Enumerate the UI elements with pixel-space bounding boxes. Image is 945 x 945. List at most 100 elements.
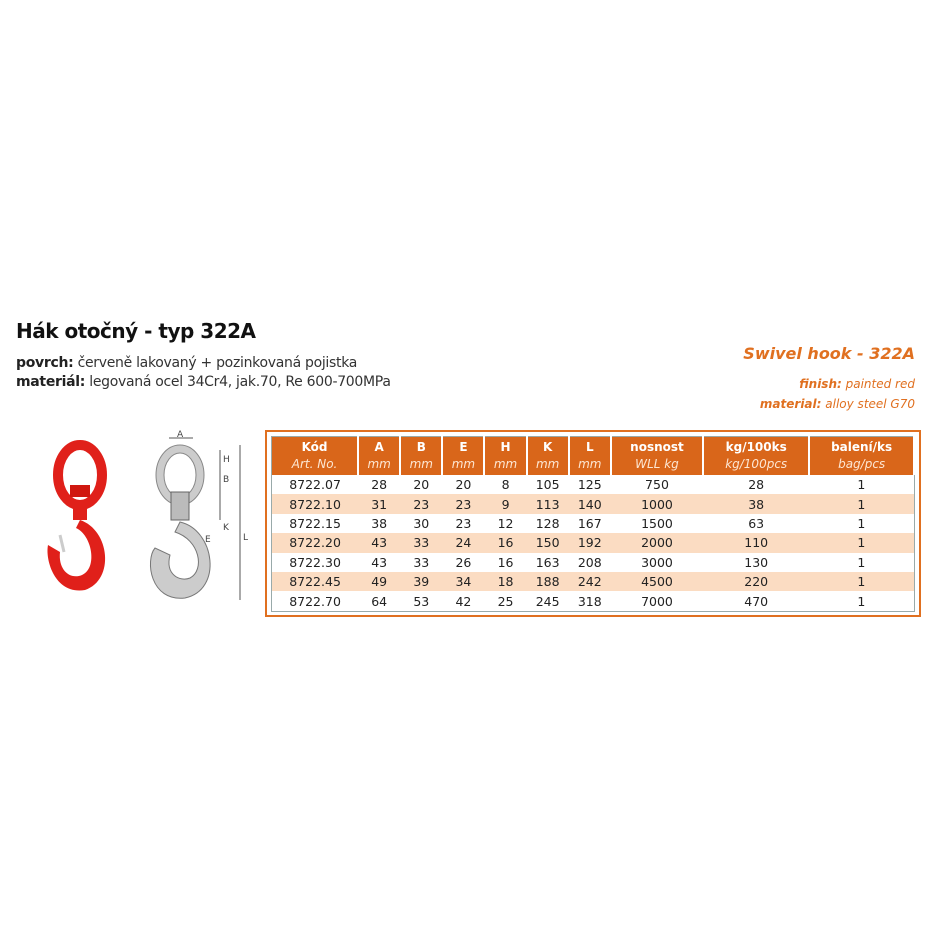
- table-cell: 38: [703, 494, 810, 514]
- table-cell: 1: [809, 494, 914, 514]
- table-cell: 24: [442, 533, 485, 553]
- table-cell: 23: [400, 494, 443, 514]
- column-header: nosnost WLL kg: [610, 436, 705, 475]
- table-cell: 30: [413, 515, 430, 531]
- table-cell: 167: [577, 515, 602, 531]
- table-cell: 208: [577, 554, 602, 570]
- spec-material: materiál: legovaná ocel 34Cr4, jak.70, R…: [16, 374, 391, 390]
- table-cell: 43: [358, 533, 401, 553]
- table-cell: 1: [809, 533, 914, 553]
- dim-label-k: K: [223, 523, 230, 533]
- dim-label-l: L: [243, 533, 248, 543]
- table-cell: 245: [535, 593, 560, 609]
- table-cell: 113: [526, 494, 569, 514]
- table-cell: 39: [400, 571, 443, 592]
- table-cell: 220: [703, 571, 810, 592]
- table-cell: 8: [501, 477, 510, 493]
- table-cell: 1500: [641, 515, 673, 531]
- table-cell: 8722.30: [289, 554, 341, 570]
- table-cell: 163: [535, 554, 560, 570]
- table-cell: 20: [455, 477, 472, 493]
- table-cell: 28: [748, 477, 765, 493]
- spec-finish: povrch: červeně lakovaný + pozinkovaná p…: [16, 355, 358, 371]
- table-row: 8722.10 31 23 23 9 113 140 1000 38 1: [271, 494, 914, 514]
- table-row: 8722.15 38 30 23 12 128 167 1500 63 1: [272, 514, 915, 533]
- table-cell: 188: [526, 571, 569, 592]
- column-header: kg/100ks kg/100pcs: [703, 436, 811, 475]
- column-header: Kód Art. No.: [271, 436, 360, 475]
- table-cell: 42: [455, 593, 472, 609]
- table-cell: 130: [744, 554, 769, 570]
- dim-label-e: E: [205, 535, 211, 545]
- table-cell: 31: [358, 494, 401, 514]
- table-cell: 53: [413, 593, 430, 609]
- table-cell: 2000: [610, 533, 704, 553]
- table-cell: 43: [371, 554, 388, 570]
- table-row: 8722.20 43 33 24 16 150 192 2000 110 1: [271, 533, 914, 553]
- table-row: 8722.70 64 53 42 25 245 318 7000 470 1: [272, 591, 915, 611]
- table-cell: 242: [568, 571, 611, 592]
- table-cell: 8722.10: [271, 494, 359, 514]
- table-cell: 750: [645, 477, 669, 493]
- table-cell: 64: [371, 593, 388, 609]
- table-cell: 49: [358, 571, 401, 592]
- table-cell: 8722.45: [271, 571, 359, 592]
- hook-dimension-drawing: A H B K L E: [149, 430, 248, 600]
- table-cell: 4500: [610, 571, 704, 592]
- table-cell: 1: [857, 593, 866, 609]
- table-cell: 125: [577, 477, 602, 493]
- table-cell: 18: [484, 571, 527, 592]
- table-row: 8722.07 28 20 20 8 105 125 750 28 1: [272, 475, 915, 494]
- english-material: material: alloy steel G70: [759, 397, 915, 411]
- page-title: Hák otočný - typ 322A: [16, 319, 256, 343]
- table-cell: 26: [455, 554, 472, 570]
- table-cell: 23: [442, 494, 485, 514]
- table-cell: 7000: [641, 593, 673, 609]
- table-cell: 8722.07: [289, 477, 341, 493]
- table-cell: 3000: [641, 554, 673, 570]
- english-finish: finish: painted red: [799, 377, 915, 391]
- table-cell: 192: [568, 533, 611, 553]
- table-cell: 33: [400, 533, 443, 553]
- table-cell: 1: [857, 477, 866, 493]
- table-cell: 23: [455, 515, 472, 531]
- table-cell: 150: [526, 533, 569, 553]
- table-cell: 33: [413, 554, 430, 570]
- table-cell: 12: [497, 515, 514, 531]
- table-cell: 20: [413, 477, 430, 493]
- table-cell: 470: [744, 593, 769, 609]
- table-cell: 8722.15: [289, 515, 341, 531]
- table-cell: 34: [442, 571, 485, 592]
- table-cell: 128: [535, 515, 560, 531]
- table-cell: 318: [577, 593, 602, 609]
- table-cell: 38: [371, 515, 388, 531]
- table-cell: 1: [857, 515, 866, 531]
- table-cell: 9: [484, 494, 527, 514]
- dim-label-b: B: [223, 475, 229, 485]
- table-row: 8722.30 43 33 26 16 163 208 3000 130 1: [272, 553, 915, 572]
- table-cell: 1000: [610, 494, 704, 514]
- dim-label-a: A: [177, 430, 184, 440]
- table-cell: 28: [371, 477, 388, 493]
- table-cell: 8722.20: [271, 533, 359, 553]
- table-cell: 140: [568, 494, 611, 514]
- table-cell: 63: [748, 515, 765, 531]
- table-cell: 8722.70: [289, 593, 341, 609]
- table-row: 8722.45 49 39 34 18 188 242 4500 220 1: [271, 571, 914, 592]
- table-cell: 110: [703, 533, 810, 553]
- red-hook-photo: [47, 440, 107, 591]
- dim-label-h: H: [223, 455, 230, 465]
- english-title: Swivel hook - 322A: [743, 344, 915, 363]
- table-cell: 1: [857, 554, 866, 570]
- table-cell: 25: [497, 593, 514, 609]
- table-cell: 1: [809, 571, 914, 592]
- table-cell: 16: [497, 554, 514, 570]
- column-header: balení/ks bag/pcs: [809, 436, 915, 475]
